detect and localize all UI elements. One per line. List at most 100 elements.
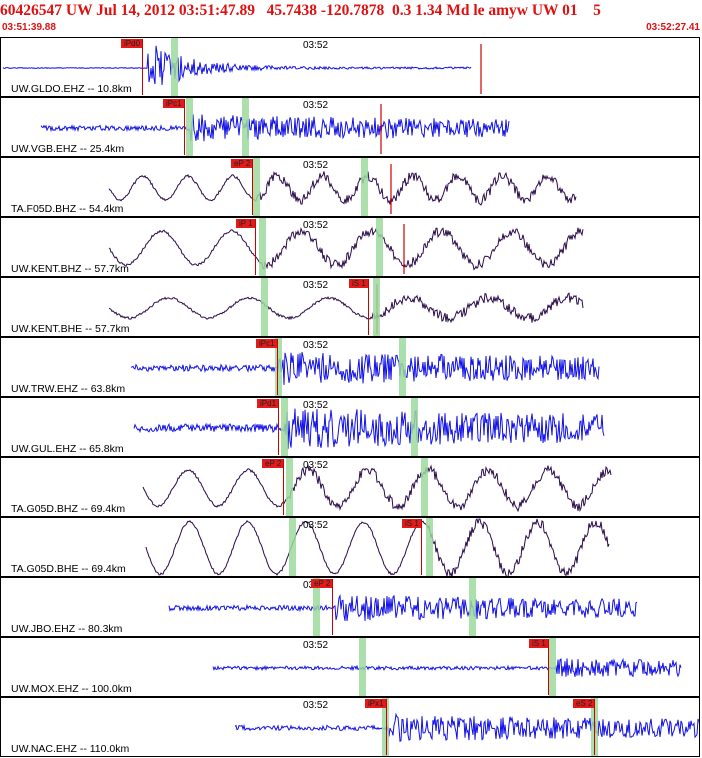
phase-marker-band (275, 338, 282, 396)
phase-pick-marker[interactable]: eP 2 (311, 579, 334, 588)
phase-pick-marker[interactable]: iPd1 (257, 399, 280, 408)
trace-panel[interactable]: 03:52 UW.GUL.EHZ -- 65.8km iPd1 (0, 397, 700, 457)
phase-pick-marker[interactable]: eS 2 (573, 699, 596, 708)
pick-line (594, 699, 595, 755)
phase-marker-band (259, 218, 266, 276)
pick-line (252, 159, 253, 215)
minute-tick-label: 03:52 (303, 340, 329, 351)
station-label: UW.KENT.BHZ -- 57.7km (11, 263, 129, 275)
trace-panel[interactable]: 03:52 TA.G05D.BHE -- 69.4km iS 1 (0, 517, 700, 577)
trace-panel[interactable]: 03:52 TA.G05D.BHZ -- 69.4km eP 2 (0, 457, 700, 517)
phase-marker-band (261, 278, 268, 336)
pick-line (332, 579, 333, 635)
trace-panel[interactable]: 03:52 UW.GLDO.EHZ -- 10.8km iPd0 (0, 37, 700, 97)
seismogram-trace (133, 408, 605, 449)
phase-marker-band (289, 518, 296, 576)
phase-marker-band (399, 338, 406, 396)
phase-pick-marker[interactable]: iS 1 (349, 279, 369, 288)
trace-panel[interactable]: 03:52 UW.KENT.BHE -- 57.7km iS 1 (0, 277, 700, 337)
station-label: UW.KENT.BHE -- 57.7km (11, 323, 130, 335)
waveform-line (130, 351, 600, 385)
seismogram-trace (2, 44, 482, 94)
phase-pick-marker[interactable]: eP 2 (262, 459, 285, 468)
phase-marker-band (361, 158, 368, 216)
phase-pick-marker[interactable]: iPx1 (365, 699, 387, 708)
phase-marker-band (286, 458, 293, 516)
phase-pick-marker[interactable]: iPc1 (256, 339, 278, 348)
waveform-line (133, 408, 605, 449)
phase-marker-band (373, 278, 380, 336)
station-label: TA.G05D.BHE -- 69.4km (11, 563, 126, 575)
minute-tick-label: 03:52 (303, 520, 329, 531)
station-label: UW.JBO.EHZ -- 80.3km (11, 623, 123, 635)
minute-tick-label: 03:52 (303, 220, 329, 231)
seismogram-trace (40, 104, 510, 154)
trace-panel[interactable]: 03:52 UW.VGB.EHZ -- 25.4km iPc1 (0, 97, 700, 157)
pick-line (278, 399, 279, 455)
station-label: UW.MOX.EHZ -- 100.0km (11, 683, 132, 695)
minute-tick-label: 03:52 (303, 460, 329, 471)
phase-pick-marker[interactable]: iS 1 (529, 639, 549, 648)
station-label: UW.TRW.EHZ -- 63.8km (11, 383, 126, 395)
phase-marker-band (281, 398, 288, 456)
phase-marker-band (186, 98, 193, 156)
phase-pick-marker[interactable]: iPd0 (121, 39, 144, 48)
minute-tick-label: 03:52 (303, 100, 329, 111)
phase-marker-band (411, 398, 418, 456)
waveform-line (212, 657, 682, 678)
seismogram-trace (145, 518, 610, 576)
station-label: TA.G05D.BHZ -- 69.4km (11, 503, 126, 515)
phase-marker-band (171, 38, 178, 96)
phase-marker-band (421, 458, 428, 516)
phase-marker-band (313, 578, 320, 636)
waveform-line (2, 45, 472, 85)
waveform-line (142, 463, 612, 513)
phase-marker-band (426, 518, 433, 576)
waveform-line (145, 518, 610, 576)
pick-line (184, 99, 185, 155)
waveform-line (108, 292, 584, 324)
trace-panel[interactable]: 03:52 UW.MOX.EHZ -- 100.0km iS 1 (0, 637, 700, 697)
pick-line (548, 639, 549, 695)
station-label: UW.VGB.EHZ -- 25.4km (11, 143, 125, 155)
station-label: UW.GLDO.EHZ -- 10.8km (11, 83, 132, 95)
seismogram-trace (142, 463, 612, 513)
window-end-time: 03:52:27.41 (646, 22, 700, 33)
phase-marker-band (549, 638, 556, 696)
minute-tick-label: 03:52 (303, 640, 329, 651)
pick-line (277, 339, 278, 395)
minute-tick-label: 03:52 (303, 160, 329, 171)
trace-panel[interactable]: 03:52 UW.NAC.EHZ -- 110.0km iPx1 eS 2 (0, 697, 700, 757)
seismogram-trace (168, 594, 638, 622)
seismogram-trace (130, 351, 600, 385)
seismogram-trace (234, 712, 699, 742)
trace-panel[interactable]: 03:52 UW.KENT.BHZ -- 57.7km iP 1 (0, 217, 700, 277)
window-start-time: 03:51:39.88 (2, 22, 56, 33)
trace-panel[interactable]: 03:52 UW.TRW.EHZ -- 63.8km iPc1 (0, 337, 700, 397)
waveform-line (168, 594, 638, 622)
phase-marker-band (469, 578, 476, 636)
phase-pick-marker[interactable]: iP 1 (236, 219, 256, 228)
phase-marker-band (376, 218, 383, 276)
phase-pick-marker[interactable]: iS 1 (402, 519, 422, 528)
seismogram-panels: 03:52 UW.GLDO.EHZ -- 10.8km iPd0 03:52 UW.V… (0, 37, 702, 758)
phase-marker-band (253, 158, 260, 216)
station-label: UW.NAC.EHZ -- 110.0km (11, 743, 130, 755)
trace-panel[interactable]: 03:52 TA.F05D.BHZ -- 54.4km eP 2 (0, 157, 700, 217)
waveform-line (234, 712, 699, 742)
minute-tick-label: 03:52 (303, 700, 329, 711)
event-header-title: 60426547 UW Jul 14, 2012 03:51:47.89 45.… (0, 2, 601, 19)
minute-tick-label: 03:52 (303, 280, 329, 291)
station-label: TA.F05D.BHZ -- 54.4km (11, 203, 124, 215)
seismogram-trace (108, 224, 584, 274)
pick-line (255, 219, 256, 275)
phase-marker-band (242, 98, 249, 156)
phase-pick-marker[interactable]: iPc1 (163, 99, 185, 108)
phase-pick-marker[interactable]: eP 2 (231, 159, 254, 168)
seismogram-trace (108, 164, 577, 214)
waveform-line (108, 226, 584, 271)
pick-line (421, 519, 422, 575)
waveform-line (108, 171, 577, 206)
phase-marker-band (359, 638, 366, 696)
